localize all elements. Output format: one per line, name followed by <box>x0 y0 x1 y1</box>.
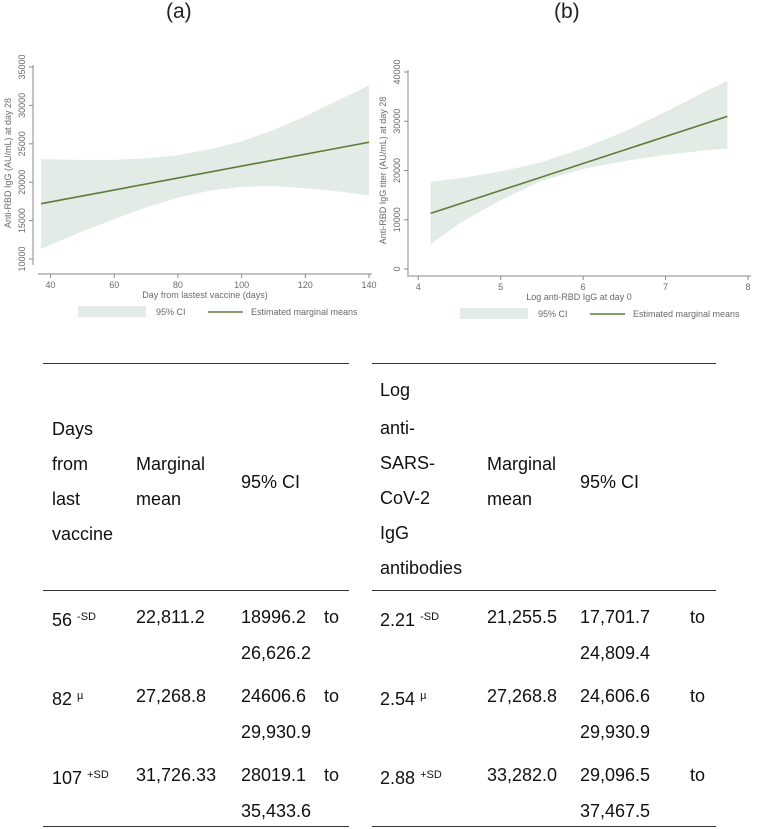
table-left-row-x: 82 µ <box>52 689 84 709</box>
y-axis-label: Anti-RBD IgG (AU/mL) at day 28 <box>3 98 13 228</box>
table-right-top-rule <box>372 363 716 364</box>
marginal-means-line <box>40 141 370 205</box>
table-right-row-mean: 27,268.8 <box>487 686 558 706</box>
x-tick-label: 100 <box>234 280 249 290</box>
table-right-row-ci-lo: 29,096.5 <box>580 765 651 785</box>
x-tick-label: 120 <box>298 280 313 290</box>
table-left-header-days: Days from last vaccine <box>52 412 113 552</box>
table-left-row-x: 56 -SD <box>52 610 96 630</box>
table-right-row-to: to <box>690 607 706 627</box>
y-tick-label: 35000 <box>17 54 27 79</box>
table-left: Days from last vaccine Marginal mean 95%… <box>0 0 380 828</box>
header-line: antibodies <box>380 558 463 578</box>
y-tick-label: 25000 <box>17 131 27 156</box>
header-line: CoV-2 <box>380 488 431 508</box>
table-right-header-mean: Marginal mean <box>487 447 556 517</box>
ci-band <box>41 85 369 250</box>
panel-a-label: (a) <box>166 0 192 23</box>
table-left-header-rule <box>43 590 349 591</box>
table-left-row-x: 107 +SD <box>52 768 109 788</box>
table-left-row-ci-hi: 35,433.6 <box>241 801 312 821</box>
legend-ci-label: 95% CI <box>156 307 186 317</box>
header-line: last <box>52 489 81 509</box>
table-right-row-to: to <box>690 765 706 785</box>
header-line: mean <box>136 489 182 509</box>
chart-a: 10000 15000 20000 25000 30000 35000 Anti-RBD I… <box>3 54 377 317</box>
table-left-row-to: to <box>324 765 340 785</box>
table-right-bottom-rule <box>372 826 716 827</box>
x-tick-label: 7 <box>663 282 668 292</box>
y-tick-label: 10000 <box>392 207 402 232</box>
table-left-row-to: to <box>324 607 340 627</box>
table-left-bottom-rule <box>43 826 349 827</box>
x-tick-label: 40 <box>46 280 56 290</box>
table-left-row-ci-lo: 24606.6 <box>241 686 307 706</box>
table-right-header-rule <box>372 590 716 591</box>
y-tick-label: 20000 <box>17 170 27 195</box>
x-tick-label: 5 <box>498 282 503 292</box>
legend-line-label: Estimated marginal means <box>633 309 740 319</box>
header-line: Marginal <box>487 454 557 474</box>
ci-band <box>430 80 728 245</box>
table-right-row-ci-hi: 24,809.4 <box>580 643 651 663</box>
y-tick-label: 15000 <box>17 208 27 233</box>
y-axis-label: Anti-RBD IgG titer (AU/mL) at day 28 <box>378 97 388 245</box>
header-line: SARS- <box>380 453 436 473</box>
table-right-row-ci-hi: 29,930.9 <box>580 722 651 742</box>
legend-ci-label: 95% CI <box>538 309 568 319</box>
x-axis-label: Day from lastest vaccine (days) <box>142 290 268 300</box>
header-line: Log <box>380 380 411 400</box>
table-left-top-rule <box>43 363 349 364</box>
panel-b-label: (b) <box>554 0 580 23</box>
table-left-row-ci-hi: 29,930.9 <box>241 722 312 742</box>
table-right-row-to: to <box>690 686 706 706</box>
table-left-row-mean: 27,268.8 <box>136 686 207 706</box>
header-line: Marginal <box>136 454 206 474</box>
table-right-row-ci-hi: 37,467.5 <box>580 801 651 821</box>
table-right-row-x: 2.21 -SD <box>380 610 440 630</box>
chart-b: 0 10000 20000 30000 40000 Anti-RBD IgG titer … <box>378 59 751 319</box>
table-right-row-mean: 33,282.0 <box>487 765 558 785</box>
header-line: IgG <box>380 523 410 543</box>
table-left-row-mean: 22,811.2 <box>136 607 205 627</box>
x-tick-label: 4 <box>416 282 421 292</box>
legend-ci-swatch <box>460 308 528 319</box>
table-left-row-to: to <box>324 686 340 706</box>
x-tick-label: 80 <box>173 280 183 290</box>
x-axis-label: Log anti-RBD IgG at day 0 <box>526 292 632 302</box>
table-left-row-ci-lo: 28019.1 <box>241 765 307 785</box>
table-left-row-ci-lo: 18996.2 <box>241 607 307 627</box>
table-right-header-ci: 95% CI <box>580 472 640 492</box>
y-tick-label: 20000 <box>392 158 402 183</box>
y-tick-label: 10000 <box>17 246 27 271</box>
header-line: anti- <box>380 418 416 438</box>
table-right-row-ci-lo: 24,606.6 <box>580 686 651 706</box>
legend-ci-swatch <box>78 306 146 317</box>
header-line: mean <box>487 489 533 509</box>
header-line: Days <box>52 419 94 439</box>
header-line: vaccine <box>52 524 114 544</box>
x-tick-label: 8 <box>745 282 750 292</box>
legend-line-label: Estimated marginal means <box>251 307 358 317</box>
header-line: from <box>52 454 88 474</box>
table-right-row-ci-lo: 17,701.7 <box>580 607 651 627</box>
table-left-row-mean: 31,726.33 <box>136 765 217 785</box>
table-right-row-x: 2.54 µ <box>380 689 427 709</box>
x-tick-label: 140 <box>361 280 376 290</box>
y-tick-label: 30000 <box>17 93 27 118</box>
x-tick-label: 60 <box>109 280 119 290</box>
marginal-means-line <box>430 115 728 215</box>
y-tick-label: 40000 <box>392 59 402 84</box>
table-left-header-mean: Marginal mean <box>136 447 205 517</box>
y-tick-label: 0 <box>392 266 402 271</box>
x-tick-label: 6 <box>581 282 586 292</box>
table-left-header-ci: 95% CI <box>241 472 301 492</box>
y-tick-label: 30000 <box>392 109 402 134</box>
table-right-row-x: 2.88 +SD <box>380 768 442 788</box>
table-right-row-mean: 21,255.5 <box>487 607 558 627</box>
table-left-row-ci-hi: 26,626.2 <box>241 643 312 663</box>
table-right-header-log: Log anti- SARS- CoV-2 IgG antibodies <box>380 373 462 586</box>
